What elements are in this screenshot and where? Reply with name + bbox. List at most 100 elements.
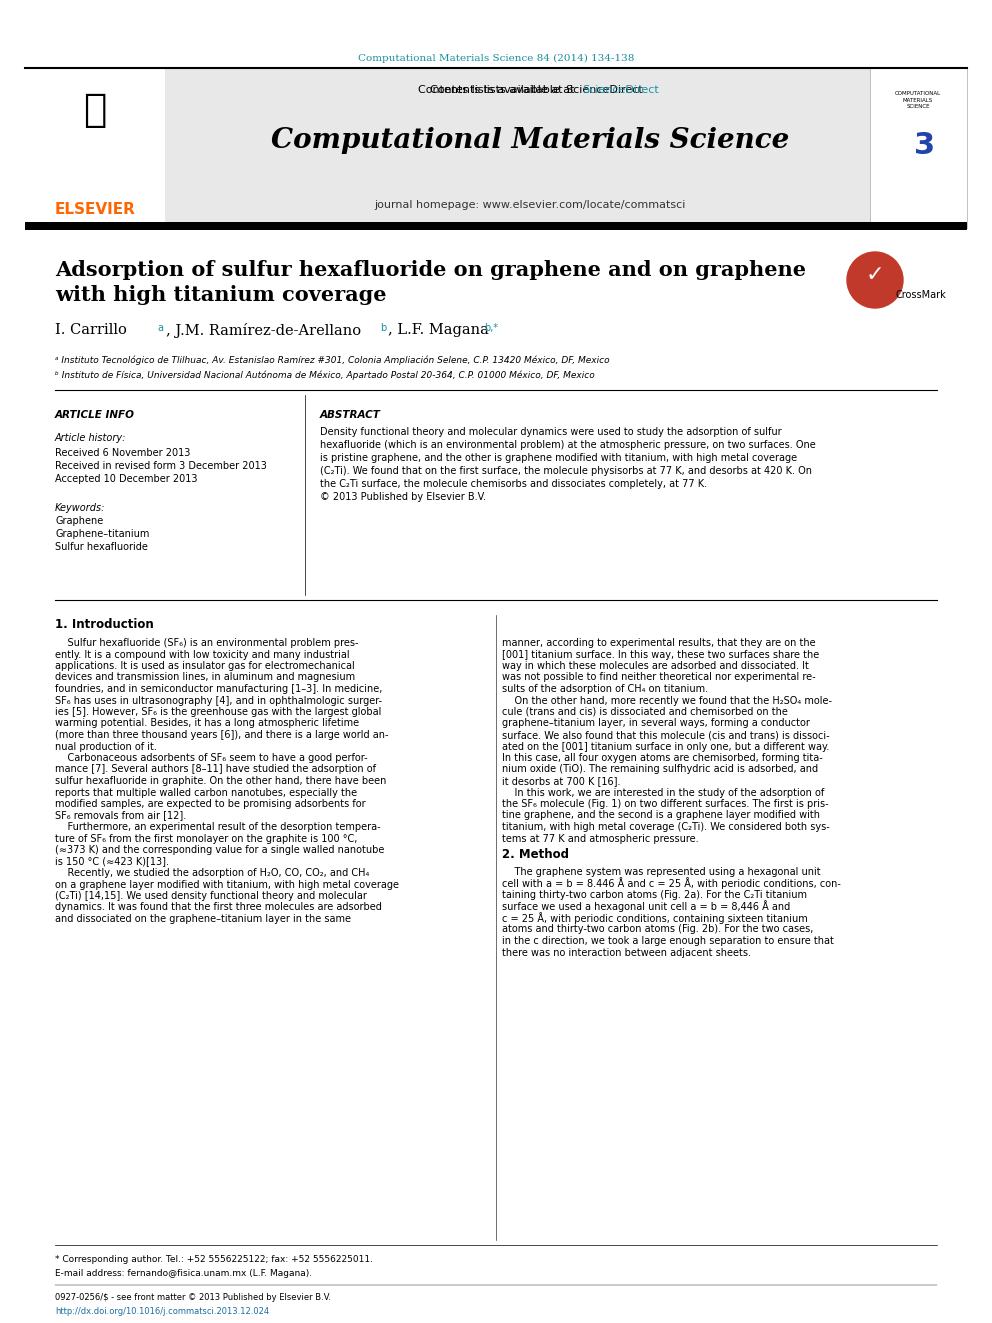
Text: cell with a = b = 8.446 Å and c = 25 Å, with periodic conditions, con-: cell with a = b = 8.446 Å and c = 25 Å, …	[502, 877, 841, 889]
Text: Article history:: Article history:	[55, 433, 126, 443]
Text: b,*: b,*	[484, 323, 498, 333]
Text: the SF₆ molecule (Fig. 1) on two different surfaces. The first is pris-: the SF₆ molecule (Fig. 1) on two differe…	[502, 799, 828, 808]
Text: tine graphene, and the second is a graphene layer modified with: tine graphene, and the second is a graph…	[502, 811, 820, 820]
Text: ARTICLE INFO: ARTICLE INFO	[55, 410, 135, 419]
Text: the C₂Ti surface, the molecule chemisorbs and dissociates completely, at 77 K.: the C₂Ti surface, the molecule chemisorb…	[320, 479, 707, 490]
Text: ᵃ Instituto Tecnológico de Tlilhuac, Av. Estanislao Ramírez #301, Colonia Amplia: ᵃ Instituto Tecnológico de Tlilhuac, Av.…	[55, 356, 610, 365]
Text: Carbonaceous adsorbents of SF₆ seem to have a good perfor-: Carbonaceous adsorbents of SF₆ seem to h…	[55, 753, 368, 763]
Text: COMPUTATIONAL
MATERIALS
SCIENCE: COMPUTATIONAL MATERIALS SCIENCE	[895, 91, 941, 108]
Text: Graphene–titanium: Graphene–titanium	[55, 529, 150, 538]
Text: Adsorption of sulfur hexafluoride on graphene and on graphene: Adsorption of sulfur hexafluoride on gra…	[55, 261, 806, 280]
Bar	[870, 67, 967, 228]
Text: In this case, all four oxygen atoms are chemisorbed, forming tita-: In this case, all four oxygen atoms are …	[502, 753, 822, 763]
Text: , J.M. Ramírez-de-Arellano: , J.M. Ramírez-de-Arellano	[166, 323, 361, 337]
Text: graphene–titanium layer, in several ways, forming a conductor: graphene–titanium layer, in several ways…	[502, 718, 809, 729]
Text: Contents lists available at: Contents lists available at	[430, 85, 578, 95]
Text: ᵇ Instituto de Física, Universidad Nacional Autónoma de México, Apartado Postal : ᵇ Instituto de Física, Universidad Nacio…	[55, 370, 595, 380]
Text: ies [5]. However, SF₆ is the greenhouse gas with the largest global: ies [5]. However, SF₆ is the greenhouse …	[55, 706, 381, 717]
Text: c = 25 Å, with periodic conditions, containing sixteen titanium: c = 25 Å, with periodic conditions, cont…	[502, 912, 807, 923]
Text: reports that multiple walled carbon nanotubes, especially the: reports that multiple walled carbon nano…	[55, 787, 357, 798]
Text: journal homepage: www.elsevier.com/locate/commatsci: journal homepage: www.elsevier.com/locat…	[374, 200, 685, 210]
Text: surface we used a hexagonal unit cell a = b = 8,446 Å and: surface we used a hexagonal unit cell a …	[502, 901, 791, 913]
Bar	[820, 250, 920, 320]
Text: * Corresponding author. Tel.: +52 5556225122; fax: +52 5556225011.: * Corresponding author. Tel.: +52 555622…	[55, 1256, 373, 1265]
Text: Accepted 10 December 2013: Accepted 10 December 2013	[55, 474, 197, 484]
Text: Contents lists available at ScienceDirect: Contents lists available at ScienceDirec…	[418, 85, 643, 95]
Text: Density functional theory and molecular dynamics were used to study the adsorpti: Density functional theory and molecular …	[320, 427, 782, 437]
Text: sulfur hexafluoride in graphite. On the other hand, there have been: sulfur hexafluoride in graphite. On the …	[55, 777, 386, 786]
Text: ScienceDirect: ScienceDirect	[582, 85, 659, 95]
Text: (C₂Ti) [14,15]. We used density functional theory and molecular: (C₂Ti) [14,15]. We used density function…	[55, 890, 367, 901]
Text: modified samples, are expected to be promising adsorbents for: modified samples, are expected to be pro…	[55, 799, 366, 808]
Text: Received 6 November 2013: Received 6 November 2013	[55, 448, 190, 458]
Text: was not possible to find neither theoretical nor experimental re-: was not possible to find neither theoret…	[502, 672, 815, 683]
Circle shape	[847, 251, 903, 308]
Text: with high titanium coverage: with high titanium coverage	[55, 284, 387, 306]
Text: mance [7]. Several authors [8–11] have studied the adsorption of: mance [7]. Several authors [8–11] have s…	[55, 765, 376, 774]
Text: Computational Materials Science: Computational Materials Science	[271, 127, 789, 153]
Text: foundries, and in semiconductor manufacturing [1–3]. In medicine,: foundries, and in semiconductor manufact…	[55, 684, 382, 695]
Text: The graphene system was represented using a hexagonal unit: The graphene system was represented usin…	[502, 867, 820, 877]
Text: on a graphene layer modified with titanium, with high metal coverage: on a graphene layer modified with titani…	[55, 880, 399, 889]
Bar	[25, 222, 967, 230]
Text: atoms and thirty-two carbon atoms (Fig. 2b). For the two cases,: atoms and thirty-two carbon atoms (Fig. …	[502, 925, 813, 934]
Text: Furthermore, an experimental result of the desorption tempera-: Furthermore, an experimental result of t…	[55, 822, 381, 832]
Text: warming potential. Besides, it has a long atmospheric lifetime: warming potential. Besides, it has a lon…	[55, 718, 359, 729]
Text: (≈373 K) and the corresponding value for a single walled nanotube: (≈373 K) and the corresponding value for…	[55, 845, 384, 855]
Text: Received in revised form 3 December 2013: Received in revised form 3 December 2013	[55, 460, 267, 471]
Text: sults of the adsorption of CH₄ on titanium.: sults of the adsorption of CH₄ on titani…	[502, 684, 708, 695]
Text: nium oxide (TiO). The remaining sulfhydric acid is adsorbed, and: nium oxide (TiO). The remaining sulfhydr…	[502, 765, 818, 774]
Text: b: b	[380, 323, 386, 333]
Text: Graphene: Graphene	[55, 516, 103, 527]
Text: and dissociated on the graphene–titanium layer in the same: and dissociated on the graphene–titanium…	[55, 914, 351, 923]
Text: devices and transmission lines, in aluminum and magnesium: devices and transmission lines, in alumi…	[55, 672, 355, 683]
Text: (more than three thousand years [6]), and there is a large world an-: (more than three thousand years [6]), an…	[55, 730, 389, 740]
Text: On the other hand, more recently we found that the H₂SO₄ mole-: On the other hand, more recently we foun…	[502, 696, 832, 705]
Text: is pristine graphene, and the other is graphene modified with titanium, with hig: is pristine graphene, and the other is g…	[320, 452, 798, 463]
Text: hexafluoride (which is an environmental problem) at the atmospheric pressure, on: hexafluoride (which is an environmental …	[320, 441, 815, 450]
Text: ture of SF₆ from the first monolayer on the graphite is 100 °C,: ture of SF₆ from the first monolayer on …	[55, 833, 357, 844]
Text: cule (trans and cis) is dissociated and chemisorbed on the: cule (trans and cis) is dissociated and …	[502, 706, 788, 717]
Text: Keywords:: Keywords:	[55, 503, 105, 513]
Text: [001] titanium surface. In this way, these two surfaces share the: [001] titanium surface. In this way, the…	[502, 650, 819, 659]
Text: tems at 77 K and atmospheric pressure.: tems at 77 K and atmospheric pressure.	[502, 833, 698, 844]
Text: In this work, we are interested in the study of the adsorption of: In this work, we are interested in the s…	[502, 787, 824, 798]
Text: , L.F. Magana: , L.F. Magana	[388, 323, 489, 337]
Text: Sulfur hexafluoride: Sulfur hexafluoride	[55, 542, 148, 552]
Text: a: a	[157, 323, 163, 333]
Text: Computational Materials Science 84 (2014) 134-138: Computational Materials Science 84 (2014…	[358, 53, 634, 62]
Text: Recently, we studied the adsorption of H₂O, CO, CO₂, and CH₄: Recently, we studied the adsorption of H…	[55, 868, 369, 878]
Text: http://dx.doi.org/10.1016/j.commatsci.2013.12.024: http://dx.doi.org/10.1016/j.commatsci.20…	[55, 1307, 269, 1315]
Text: 1. Introduction: 1. Introduction	[55, 618, 154, 631]
Text: 🌳: 🌳	[83, 91, 107, 130]
Text: SF₆ has uses in ultrasonography [4], and in ophthalmologic surger-: SF₆ has uses in ultrasonography [4], and…	[55, 696, 382, 705]
Text: there was no interaction between adjacent sheets.: there was no interaction between adjacen…	[502, 947, 751, 958]
Text: taining thirty-two carbon atoms (Fig. 2a). For the C₂Ti titanium: taining thirty-two carbon atoms (Fig. 2a…	[502, 890, 807, 900]
Text: 0927-0256/$ - see front matter © 2013 Published by Elsevier B.V.: 0927-0256/$ - see front matter © 2013 Pu…	[55, 1294, 331, 1303]
Text: 2. Method: 2. Method	[502, 848, 569, 861]
Text: surface. We also found that this molecule (cis and trans) is dissoci-: surface. We also found that this molecul…	[502, 730, 829, 740]
Text: SF₆ removals from air [12].: SF₆ removals from air [12].	[55, 811, 186, 820]
Bar	[25, 67, 967, 228]
Text: ABSTRACT: ABSTRACT	[320, 410, 381, 419]
Text: E-mail address: fernando@fisica.unam.mx (L.F. Magana).: E-mail address: fernando@fisica.unam.mx …	[55, 1269, 312, 1278]
Text: dynamics. It was found that the first three molecules are adsorbed: dynamics. It was found that the first th…	[55, 902, 382, 913]
Text: ELSEVIER: ELSEVIER	[55, 202, 136, 217]
Text: manner, according to experimental results, that they are on the: manner, according to experimental result…	[502, 638, 815, 648]
Text: ✓: ✓	[866, 265, 884, 284]
Text: Sulfur hexafluoride (SF₆) is an environmental problem pres-: Sulfur hexafluoride (SF₆) is an environm…	[55, 638, 358, 648]
Text: ently. It is a compound with low toxicity and many industrial: ently. It is a compound with low toxicit…	[55, 650, 349, 659]
Text: I. Carrillo: I. Carrillo	[55, 323, 127, 337]
Text: titanium, with high metal coverage (C₂Ti). We considered both sys-: titanium, with high metal coverage (C₂Ti…	[502, 822, 829, 832]
Text: (C₂Ti). We found that on the first surface, the molecule physisorbs at 77 K, and: (C₂Ti). We found that on the first surfa…	[320, 466, 812, 476]
Text: CrossMark: CrossMark	[895, 290, 945, 300]
Text: nual production of it.: nual production of it.	[55, 741, 157, 751]
Text: it desorbs at 700 K [16].: it desorbs at 700 K [16].	[502, 777, 621, 786]
Text: ated on the [001] titanium surface in only one, but a different way.: ated on the [001] titanium surface in on…	[502, 741, 829, 751]
Text: applications. It is used as insulator gas for electromechanical: applications. It is used as insulator ga…	[55, 662, 355, 671]
Text: is 150 °C (≈423 K)[13].: is 150 °C (≈423 K)[13].	[55, 856, 169, 867]
Text: 3: 3	[915, 131, 935, 160]
Text: in the c direction, we took a large enough separation to ensure that: in the c direction, we took a large enou…	[502, 935, 834, 946]
Text: way in which these molecules are adsorbed and dissociated. It: way in which these molecules are adsorbe…	[502, 662, 808, 671]
Text: © 2013 Published by Elsevier B.V.: © 2013 Published by Elsevier B.V.	[320, 492, 486, 501]
